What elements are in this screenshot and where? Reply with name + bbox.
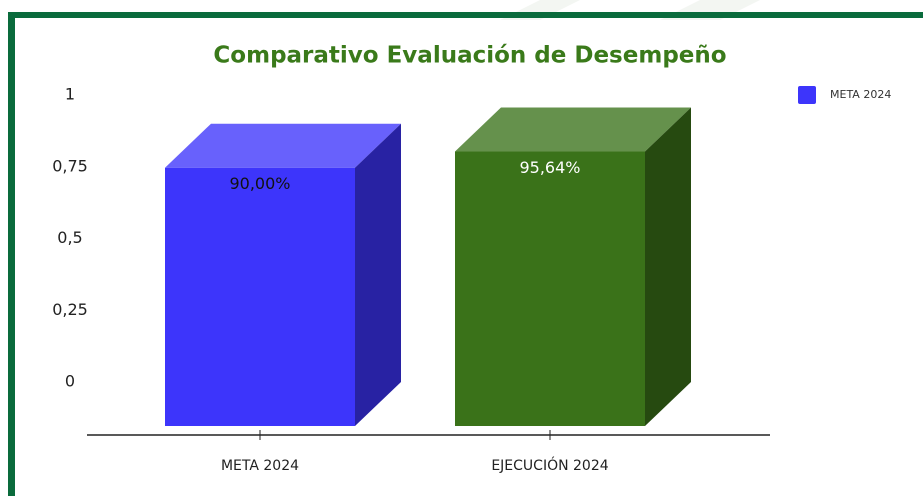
legend-swatch [798, 86, 816, 104]
y-tick-label: 0,5 [57, 228, 82, 247]
value-label: 95,64% [519, 158, 580, 177]
y-tick-label: 0,25 [52, 300, 88, 319]
y-tick-label: 0 [65, 372, 75, 391]
x-tick-label: META 2024 [221, 458, 299, 474]
value-label: 90,00% [229, 174, 290, 193]
bar-side [645, 107, 691, 427]
frame-top [8, 12, 923, 18]
bar-top [165, 123, 401, 168]
bar-side [355, 123, 401, 426]
legend-label: META 2024 [830, 88, 891, 101]
chart-title: Comparativo Evaluación de Desempeño [213, 43, 726, 69]
frame-left [8, 12, 15, 496]
bar-front [455, 151, 645, 427]
y-tick-label: 1 [65, 85, 75, 104]
bar-front [165, 167, 355, 426]
y-tick-label: 0,75 [52, 156, 88, 175]
bar-top [455, 107, 691, 152]
x-tick-label: EJECUCIÓN 2024 [491, 456, 608, 474]
